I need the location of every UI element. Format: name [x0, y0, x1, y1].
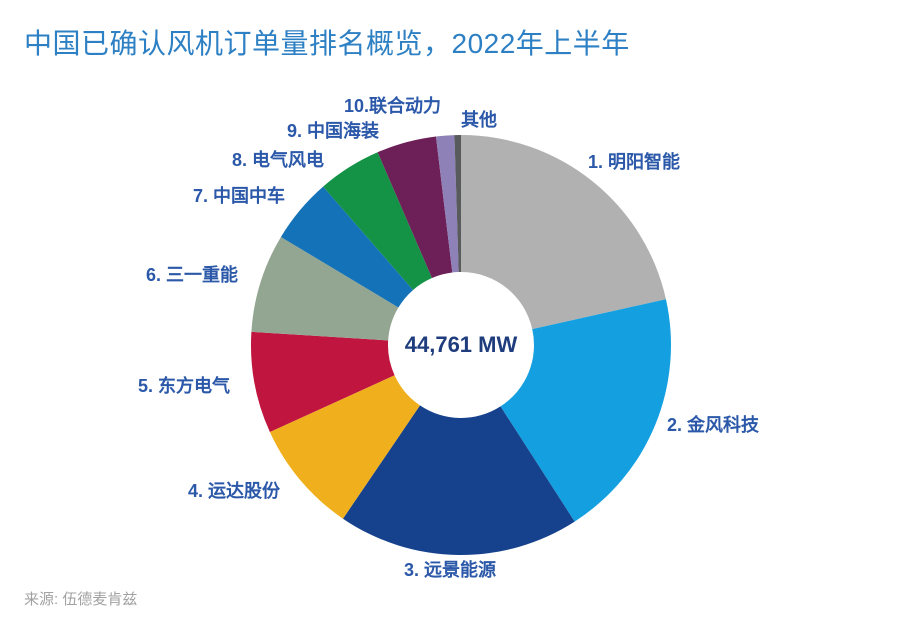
- slice-label-unitedpower: 10.联合动力: [344, 96, 442, 116]
- pie-slice-7-中国中车: [280, 186, 414, 308]
- slice-label-crrc: 7. 中国中车: [193, 186, 286, 206]
- slice-label-sewind: 8. 电气风电: [232, 150, 325, 170]
- chart-title: 中国已确认风机订单量排名概览，2022年上半年: [24, 28, 630, 59]
- slice-label-others: 其他: [461, 110, 497, 130]
- donut-center-total: 44,761 MW: [404, 332, 518, 357]
- pie-slice-4-运达股份: [269, 375, 420, 519]
- slice-label-windey: 4. 运达股份: [188, 481, 281, 501]
- slice-label-goldwind: 2. 金风科技: [667, 415, 760, 435]
- source-note: 来源: 伍德麦肯兹: [24, 591, 138, 608]
- pie-slice-3-远景能源: [342, 405, 575, 556]
- pie-slice-11-其他: [454, 134, 461, 273]
- slice-label-haizhuang: 9. 中国海装: [287, 121, 380, 141]
- slice-label-envision: 3. 远景能源: [404, 560, 497, 580]
- pie-slice-8-电气风电: [323, 152, 433, 290]
- pie-slice-2-金风科技: [500, 299, 671, 522]
- slice-label-sany: 6. 三一重能: [146, 265, 239, 285]
- pie-slice-10-联合动力: [435, 135, 459, 273]
- pie-slice-6-三一重能: [251, 236, 399, 341]
- pie-slice-1-明阳智能: [461, 135, 666, 330]
- pie-slice-9-中国海装: [377, 136, 453, 278]
- pie-slice-5-东方电气: [250, 331, 395, 433]
- slice-label-dongfang: 5. 东方电气: [138, 376, 231, 396]
- slice-label-mingyang: 1. 明阳智能: [588, 152, 681, 172]
